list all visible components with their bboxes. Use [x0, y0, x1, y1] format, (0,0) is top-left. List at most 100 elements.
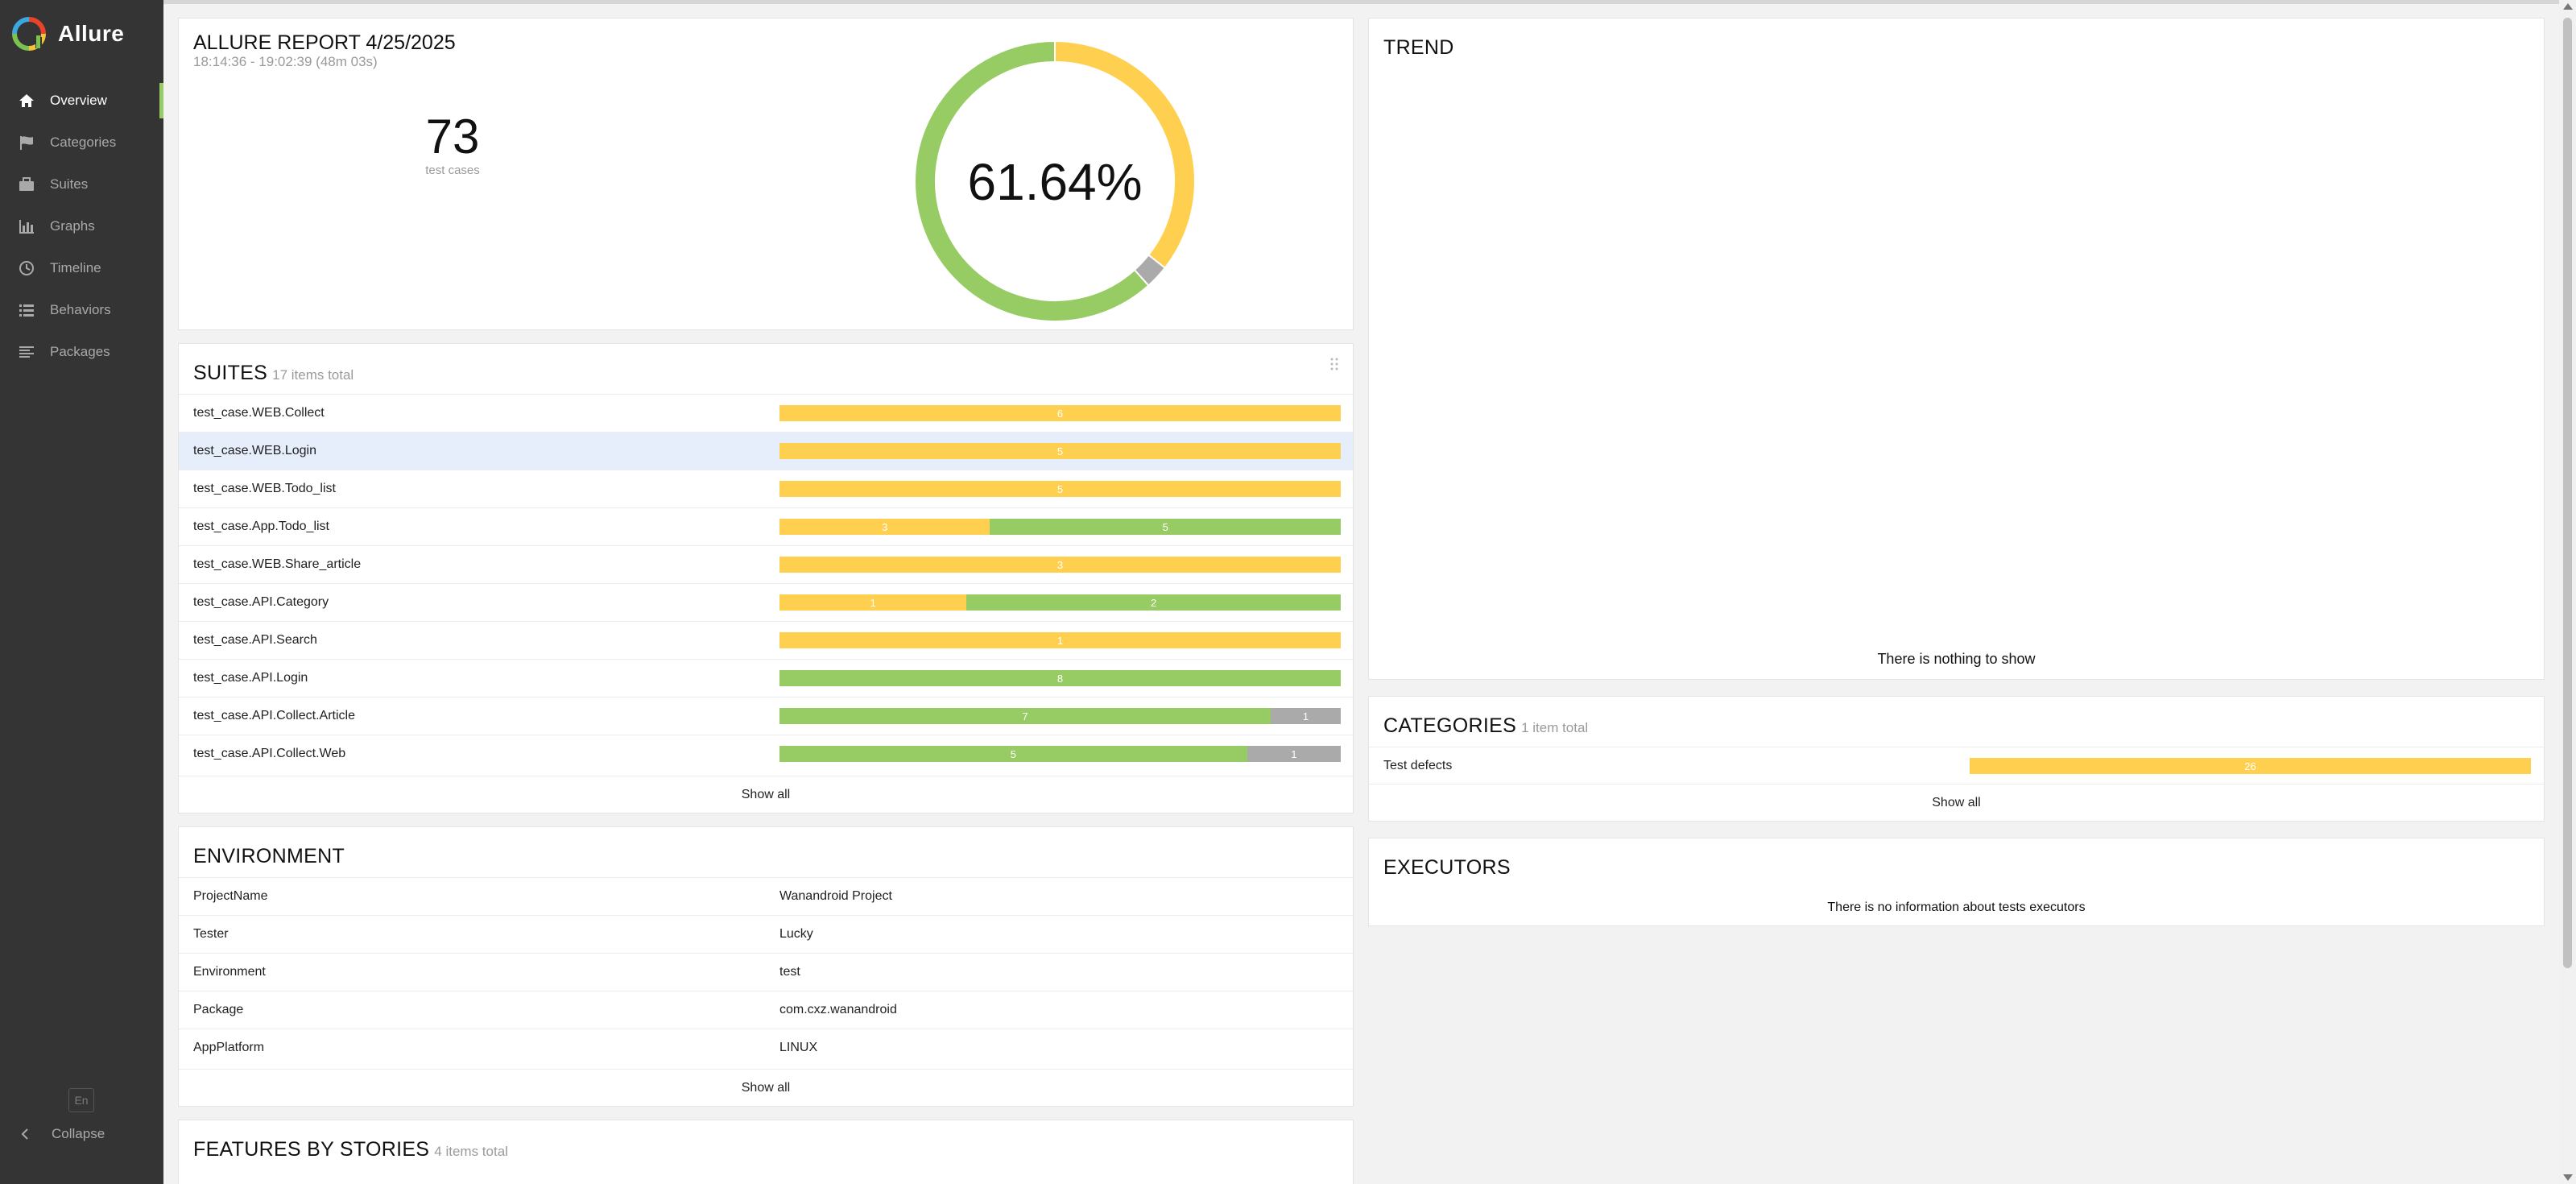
suite-bar-passed: 7 [779, 708, 1271, 724]
sidebar-item-graphs[interactable]: Graphs [0, 205, 163, 247]
category-row[interactable]: Test defects 26 [1369, 747, 2544, 785]
suites-count: 17 items total [272, 367, 354, 383]
page-scrollbar[interactable] [2559, 0, 2576, 1184]
suites-widget: SUITES 17 items total test_case.WEB.Coll… [178, 343, 1354, 813]
sidebar-item-timeline[interactable]: Timeline [0, 247, 163, 289]
brand-name: Allure [58, 21, 125, 46]
category-bar-broken: 26 [1970, 758, 2531, 774]
suite-status-bar: 1 [779, 632, 1341, 648]
environment-row: ProjectName Wanandroid Project [179, 877, 1353, 915]
suite-name: test_case.WEB.Login [193, 444, 316, 457]
align-left-icon [19, 346, 34, 358]
brand[interactable]: Allure [0, 0, 163, 68]
categories-widget: CATEGORIES 1 item total Test defects 26 … [1368, 696, 2545, 822]
categories-title: CATEGORIES [1383, 714, 1517, 737]
drag-handle-icon[interactable] [1330, 357, 1338, 371]
suites-header: SUITES 17 items total [193, 362, 354, 385]
bar-chart-icon [19, 220, 34, 234]
scroll-up-arrow-icon[interactable] [2563, 3, 2573, 10]
suite-bar-passed: 8 [779, 670, 1341, 686]
suite-bar-broken: 6 [779, 405, 1341, 421]
suite-name: test_case.WEB.Todo_list [193, 482, 336, 495]
environment-title: ENVIRONMENT [193, 845, 345, 867]
environment-value: LINUX [779, 1041, 818, 1054]
trend-header: TREND [1383, 36, 1454, 60]
donut-slice-passed[interactable] [914, 39, 1150, 322]
briefcase-icon [19, 177, 34, 191]
trend-empty-message: There is nothing to show [1877, 651, 2036, 667]
suite-row[interactable]: test_case.App.Todo_list 3 5 [179, 507, 1353, 545]
environment-header: ENVIRONMENT [193, 845, 345, 868]
environment-key: ProjectName [193, 889, 268, 903]
test-case-number: 73 [425, 110, 480, 164]
sidebar-item-overview[interactable]: Overview [0, 80, 163, 122]
environment-row: AppPlatform LINUX [179, 1029, 1353, 1066]
sidebar-nav: Overview Categories Suites Graphs Timeli… [0, 80, 163, 373]
suite-row[interactable]: test_case.API.Search 1 [179, 621, 1353, 659]
environment-show-all[interactable]: Show all [179, 1069, 1353, 1107]
sidebar: Allure Overview Categories Suites Graphs… [0, 0, 163, 1184]
suite-name: test_case.API.Category [193, 595, 329, 609]
sidebar-item-packages[interactable]: Packages [0, 331, 163, 373]
list-icon [19, 304, 34, 317]
suite-name: test_case.WEB.Collect [193, 406, 325, 420]
categories-header: CATEGORIES 1 item total [1383, 714, 1588, 738]
suite-bar-broken: 3 [779, 519, 990, 535]
scroll-down-arrow-icon[interactable] [2563, 1174, 2573, 1181]
suite-bar-broken: 1 [779, 632, 1341, 648]
status-donut-chart [914, 39, 1196, 322]
sidebar-item-label: Timeline [50, 260, 101, 275]
categories-count: 1 item total [1521, 720, 1589, 735]
suite-row[interactable]: test_case.WEB.Login 5 [179, 432, 1353, 470]
suite-row[interactable]: test_case.API.Category 1 2 [179, 583, 1353, 621]
scroll-thumb[interactable] [2563, 18, 2572, 968]
suite-bar-skipped: 1 [1247, 746, 1341, 762]
sidebar-item-behaviors[interactable]: Behaviors [0, 289, 163, 331]
collapse-button[interactable]: Collapse [18, 1118, 105, 1150]
suite-row[interactable]: test_case.WEB.Share_article 3 [179, 545, 1353, 583]
features-count: 4 items total [434, 1144, 508, 1159]
suite-bar-passed: 5 [990, 519, 1341, 535]
language-button[interactable]: En [68, 1088, 94, 1112]
environment-value: test [779, 965, 800, 979]
suite-bar-broken: 1 [779, 594, 967, 611]
sidebar-item-label: Suites [50, 176, 89, 192]
trend-widget: TREND There is nothing to show [1368, 18, 2545, 680]
categories-show-all[interactable]: Show all [1369, 784, 2544, 822]
suite-row[interactable]: test_case.WEB.Collect 6 [179, 394, 1353, 432]
suite-status-bar: 3 [779, 557, 1341, 573]
environment-value: com.cxz.wanandroid [779, 1003, 897, 1016]
suite-bar-broken: 5 [779, 443, 1341, 459]
sidebar-item-categories[interactable]: Categories [0, 122, 163, 164]
category-bar: 26 [1970, 758, 2531, 774]
suite-bar-passed: 2 [966, 594, 1341, 611]
environment-key: Environment [193, 965, 266, 979]
suite-row[interactable]: test_case.API.Login 8 [179, 659, 1353, 697]
suite-row[interactable]: test_case.API.Collect.Web 5 1 [179, 735, 1353, 772]
environment-row: Environment test [179, 953, 1353, 991]
category-name: Test defects [1383, 759, 1453, 772]
environment-key: Tester [193, 927, 229, 941]
summary-widget: ALLURE REPORT 4/25/2025 18:14:36 - 19:02… [178, 18, 1354, 330]
suite-status-bar: 8 [779, 670, 1341, 686]
report-title: ALLURE REPORT 4/25/2025 [193, 31, 456, 54]
environment-key: AppPlatform [193, 1041, 265, 1054]
sidebar-item-suites[interactable]: Suites [0, 164, 163, 205]
environment-widget: ENVIRONMENT ProjectName Wanandroid Projec… [178, 826, 1354, 1107]
environment-value: Lucky [779, 927, 813, 941]
suites-show-all[interactable]: Show all [179, 776, 1353, 813]
top-strip [163, 0, 2576, 4]
suite-row[interactable]: test_case.API.Collect.Article 7 1 [179, 697, 1353, 735]
suite-row[interactable]: test_case.WEB.Todo_list 5 [179, 470, 1353, 507]
success-percent: 61.64% [967, 153, 1143, 211]
suite-name: test_case.API.Search [193, 633, 317, 647]
features-header: FEATURES BY STORIES 4 items total [193, 1138, 508, 1161]
sidebar-item-label: Packages [50, 344, 110, 359]
environment-value: Wanandroid Project [779, 889, 892, 903]
sidebar-item-label: Overview [50, 93, 107, 108]
environment-row: Package com.cxz.wanandroid [179, 991, 1353, 1029]
suite-bar-broken: 3 [779, 557, 1341, 573]
